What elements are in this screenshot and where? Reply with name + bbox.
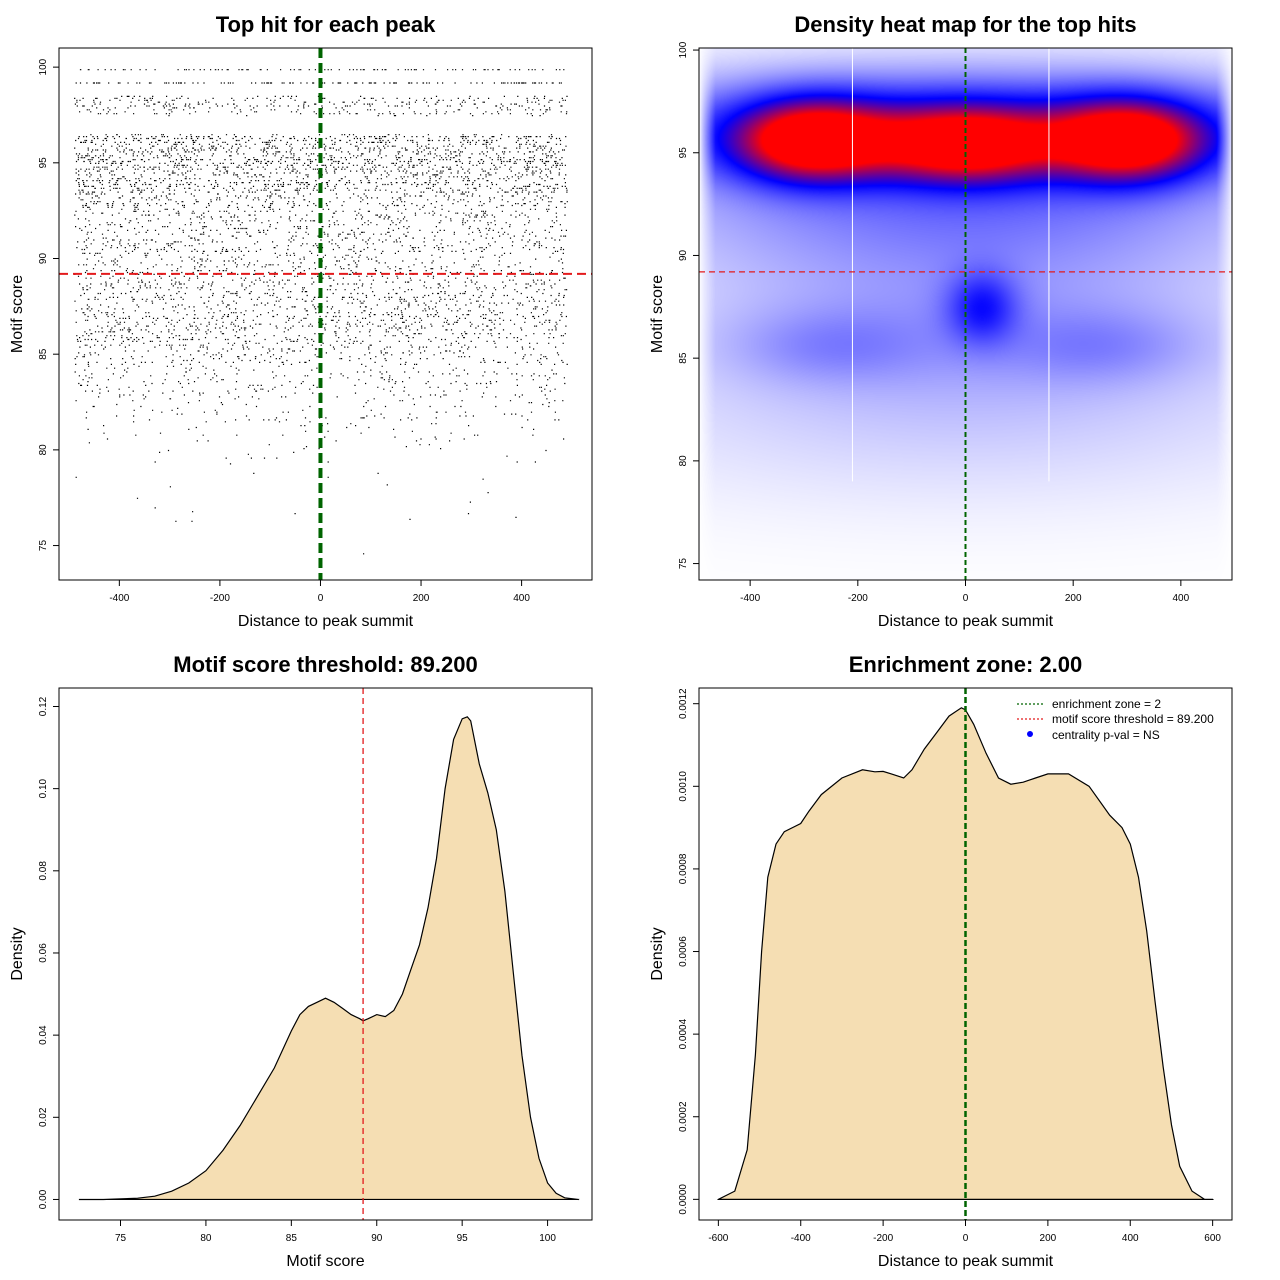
x-axis-label: Distance to peak summit <box>238 613 414 630</box>
y-tick-label: 85 <box>678 352 689 364</box>
y-tick-label: 0.08 <box>38 861 49 881</box>
chart-title: Density heat map for the top hits <box>794 12 1136 37</box>
x-tick-label: -400 <box>109 593 129 604</box>
y-tick-label: 95 <box>38 157 49 169</box>
y-tick-label: 80 <box>678 455 689 467</box>
x-tick-label: 95 <box>457 1233 469 1244</box>
x-tick-label: 400 <box>1173 593 1190 604</box>
x-axis-label: Motif score <box>286 1253 364 1270</box>
x-tick-label: 0 <box>318 593 324 604</box>
legend-label-threshold: motif score threshold = 89.200 <box>1052 712 1214 726</box>
y-axis: 0.0000 0.0002 0.0004 0.0006 0.0008 0.0010 0.00… <box>678 688 699 1215</box>
y-tick-label: 0.10 <box>38 778 49 798</box>
y-tick-label: 75 <box>38 540 49 552</box>
x-tick-label: 400 <box>1122 1233 1139 1244</box>
y-tick-label: 85 <box>38 348 49 360</box>
chart-title: Enrichment zone: 2.00 <box>849 652 1083 677</box>
x-tick-label: -400 <box>740 593 760 604</box>
chart-title: Top hit for each peak <box>216 12 436 37</box>
y-tick-label: 0.0012 <box>678 688 689 719</box>
y-tick-label: 0.0010 <box>678 771 689 802</box>
x-tick-label: 200 <box>1065 593 1082 604</box>
y-tick-label: 95 <box>678 147 689 159</box>
y-axis-label: Motif score <box>649 275 666 353</box>
y-axis-label: Motif score <box>9 275 26 353</box>
y-tick-label: 100 <box>678 41 689 58</box>
y-tick-label: 0.12 <box>38 696 49 716</box>
x-axis: 75 80 85 90 95 100 <box>115 1220 556 1244</box>
y-tick-label: 0.0004 <box>678 1018 689 1049</box>
y-tick-label: 90 <box>38 253 49 265</box>
x-tick-label: 600 <box>1204 1233 1221 1244</box>
density-area <box>78 716 580 1201</box>
x-tick-label: 0 <box>963 1233 969 1244</box>
y-axis: 75 80 85 90 95 100 <box>678 41 699 569</box>
y-tick-label: 80 <box>38 444 49 456</box>
x-tick-label: -600 <box>708 1233 728 1244</box>
y-tick-label: 0.0008 <box>678 853 689 884</box>
x-tick-label: -200 <box>848 593 868 604</box>
y-tick-label: 90 <box>678 249 689 261</box>
plot-frame <box>58 47 593 581</box>
y-axis: 0.00 0.02 0.04 0.06 0.08 0.10 0.12 <box>38 696 59 1209</box>
y-axis-label: Density <box>9 927 26 980</box>
x-axis: -600 -400 -200 0 200 400 600 <box>708 1220 1221 1244</box>
x-tick-label: -200 <box>210 593 230 604</box>
panel-heatmap: Density heat map for the top hits -400 -2… <box>649 12 1233 630</box>
x-tick-label: 0 <box>963 593 969 604</box>
y-tick-label: 75 <box>678 558 689 570</box>
x-tick-label: 400 <box>513 593 530 604</box>
x-axis: -400 -200 0 200 400 <box>109 580 530 604</box>
x-axis-label: Distance to peak summit <box>878 613 1054 630</box>
y-axis-label: Density <box>649 927 666 980</box>
y-tick-label: 0.00 <box>38 1189 49 1209</box>
chart-title: Motif score threshold: 89.200 <box>173 652 477 677</box>
y-tick-label: 0.04 <box>38 1025 49 1045</box>
x-tick-label: 90 <box>371 1233 383 1244</box>
panel-position-density: Enrichment zone: 2.00 -600 -400 -200 0 200 40… <box>649 652 1233 1270</box>
y-tick-label: 0.02 <box>38 1107 49 1127</box>
x-tick-label: 80 <box>200 1233 212 1244</box>
x-axis: -400 -200 0 200 400 <box>740 580 1190 604</box>
x-tick-label: 85 <box>286 1233 298 1244</box>
legend-point-centrality <box>1027 731 1033 737</box>
y-tick-label: 0.0002 <box>678 1101 689 1132</box>
y-tick-label: 0.0006 <box>678 936 689 967</box>
x-tick-label: -400 <box>791 1233 811 1244</box>
legend-label-enrichment-zone: enrichment zone = 2 <box>1052 697 1161 711</box>
panel-score-density: Motif score threshold: 89.200 75 80 85 90 95… <box>9 652 593 1270</box>
legend-label-centrality: centrality p-val = NS <box>1052 728 1160 742</box>
x-tick-label: -200 <box>873 1233 893 1244</box>
x-tick-label: 100 <box>539 1233 556 1244</box>
y-tick-label: 0.0000 <box>678 1184 689 1215</box>
x-axis-label: Distance to peak summit <box>878 1253 1054 1270</box>
x-tick-label: 200 <box>1040 1233 1057 1244</box>
y-axis: 75 80 85 90 95 100 <box>38 58 59 551</box>
x-tick-label: 200 <box>413 593 430 604</box>
plot-frame <box>58 687 593 1221</box>
panel-scatter: Top hit for each peak -400 -200 0 200 400 75… <box>9 12 593 630</box>
legend: enrichment zone = 2 motif score threshol… <box>1017 697 1214 742</box>
y-tick-label: 100 <box>38 58 49 75</box>
x-tick-label: 75 <box>115 1233 127 1244</box>
y-tick-label: 0.06 <box>38 943 49 963</box>
